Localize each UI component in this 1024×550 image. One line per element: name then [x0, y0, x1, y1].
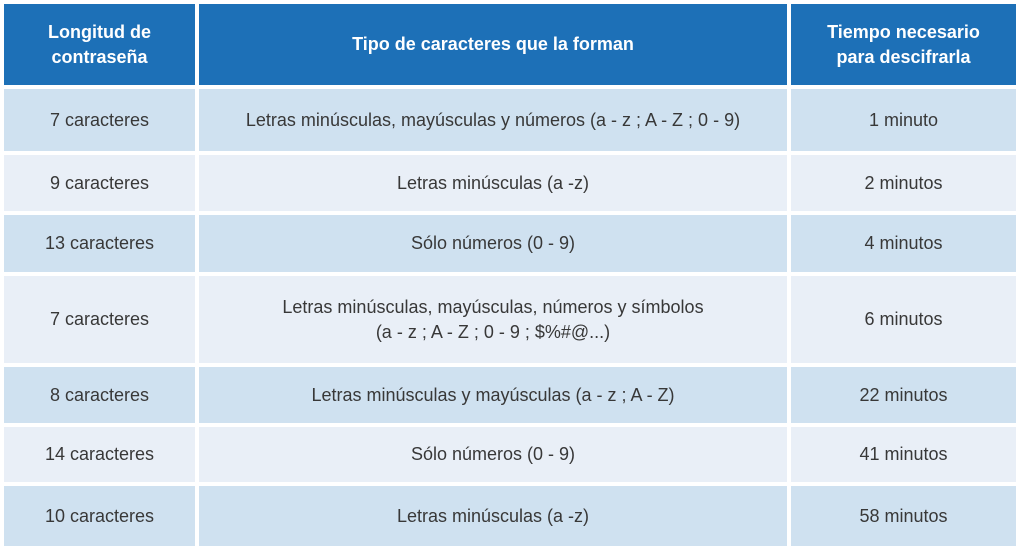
cell-crack-time: 41 minutos	[791, 427, 1016, 482]
header-cell-character-types: Tipo de caracteres que la forman	[199, 4, 787, 85]
cell-character-types: Letras minúsculas (a -z)	[199, 155, 787, 211]
cell-crack-time: 6 minutos	[791, 276, 1016, 363]
cell-password-length: 14 caracteres	[4, 427, 195, 482]
header-cell-crack-time: Tiempo necesario para descifrarla	[791, 4, 1016, 85]
cell-password-length: 7 caracteres	[4, 89, 195, 151]
cell-password-length: 8 caracteres	[4, 367, 195, 423]
cell-crack-time: 4 minutos	[791, 215, 1016, 272]
cell-password-length: 9 caracteres	[4, 155, 195, 211]
header-cell-password-length: Longitud de contraseña	[4, 4, 195, 85]
cell-password-length: 10 caracteres	[4, 486, 195, 546]
cell-character-types: Letras minúsculas y mayúsculas (a - z ; …	[199, 367, 787, 423]
cell-password-length: 7 caracteres	[4, 276, 195, 363]
cell-password-length: 13 caracteres	[4, 215, 195, 272]
cell-character-types: Sólo números (0 - 9)	[199, 427, 787, 482]
cell-character-types: Letras minúsculas, mayúsculas y números …	[199, 89, 787, 151]
cell-crack-time: 1 minuto	[791, 89, 1016, 151]
cell-character-types: Letras minúsculas (a -z)	[199, 486, 787, 546]
cell-crack-time: 58 minutos	[791, 486, 1016, 546]
cell-crack-time: 22 minutos	[791, 367, 1016, 423]
cell-character-types: Letras minúsculas, mayúsculas, números y…	[199, 276, 787, 363]
cell-character-types: Sólo números (0 - 9)	[199, 215, 787, 272]
cell-crack-time: 2 minutos	[791, 155, 1016, 211]
